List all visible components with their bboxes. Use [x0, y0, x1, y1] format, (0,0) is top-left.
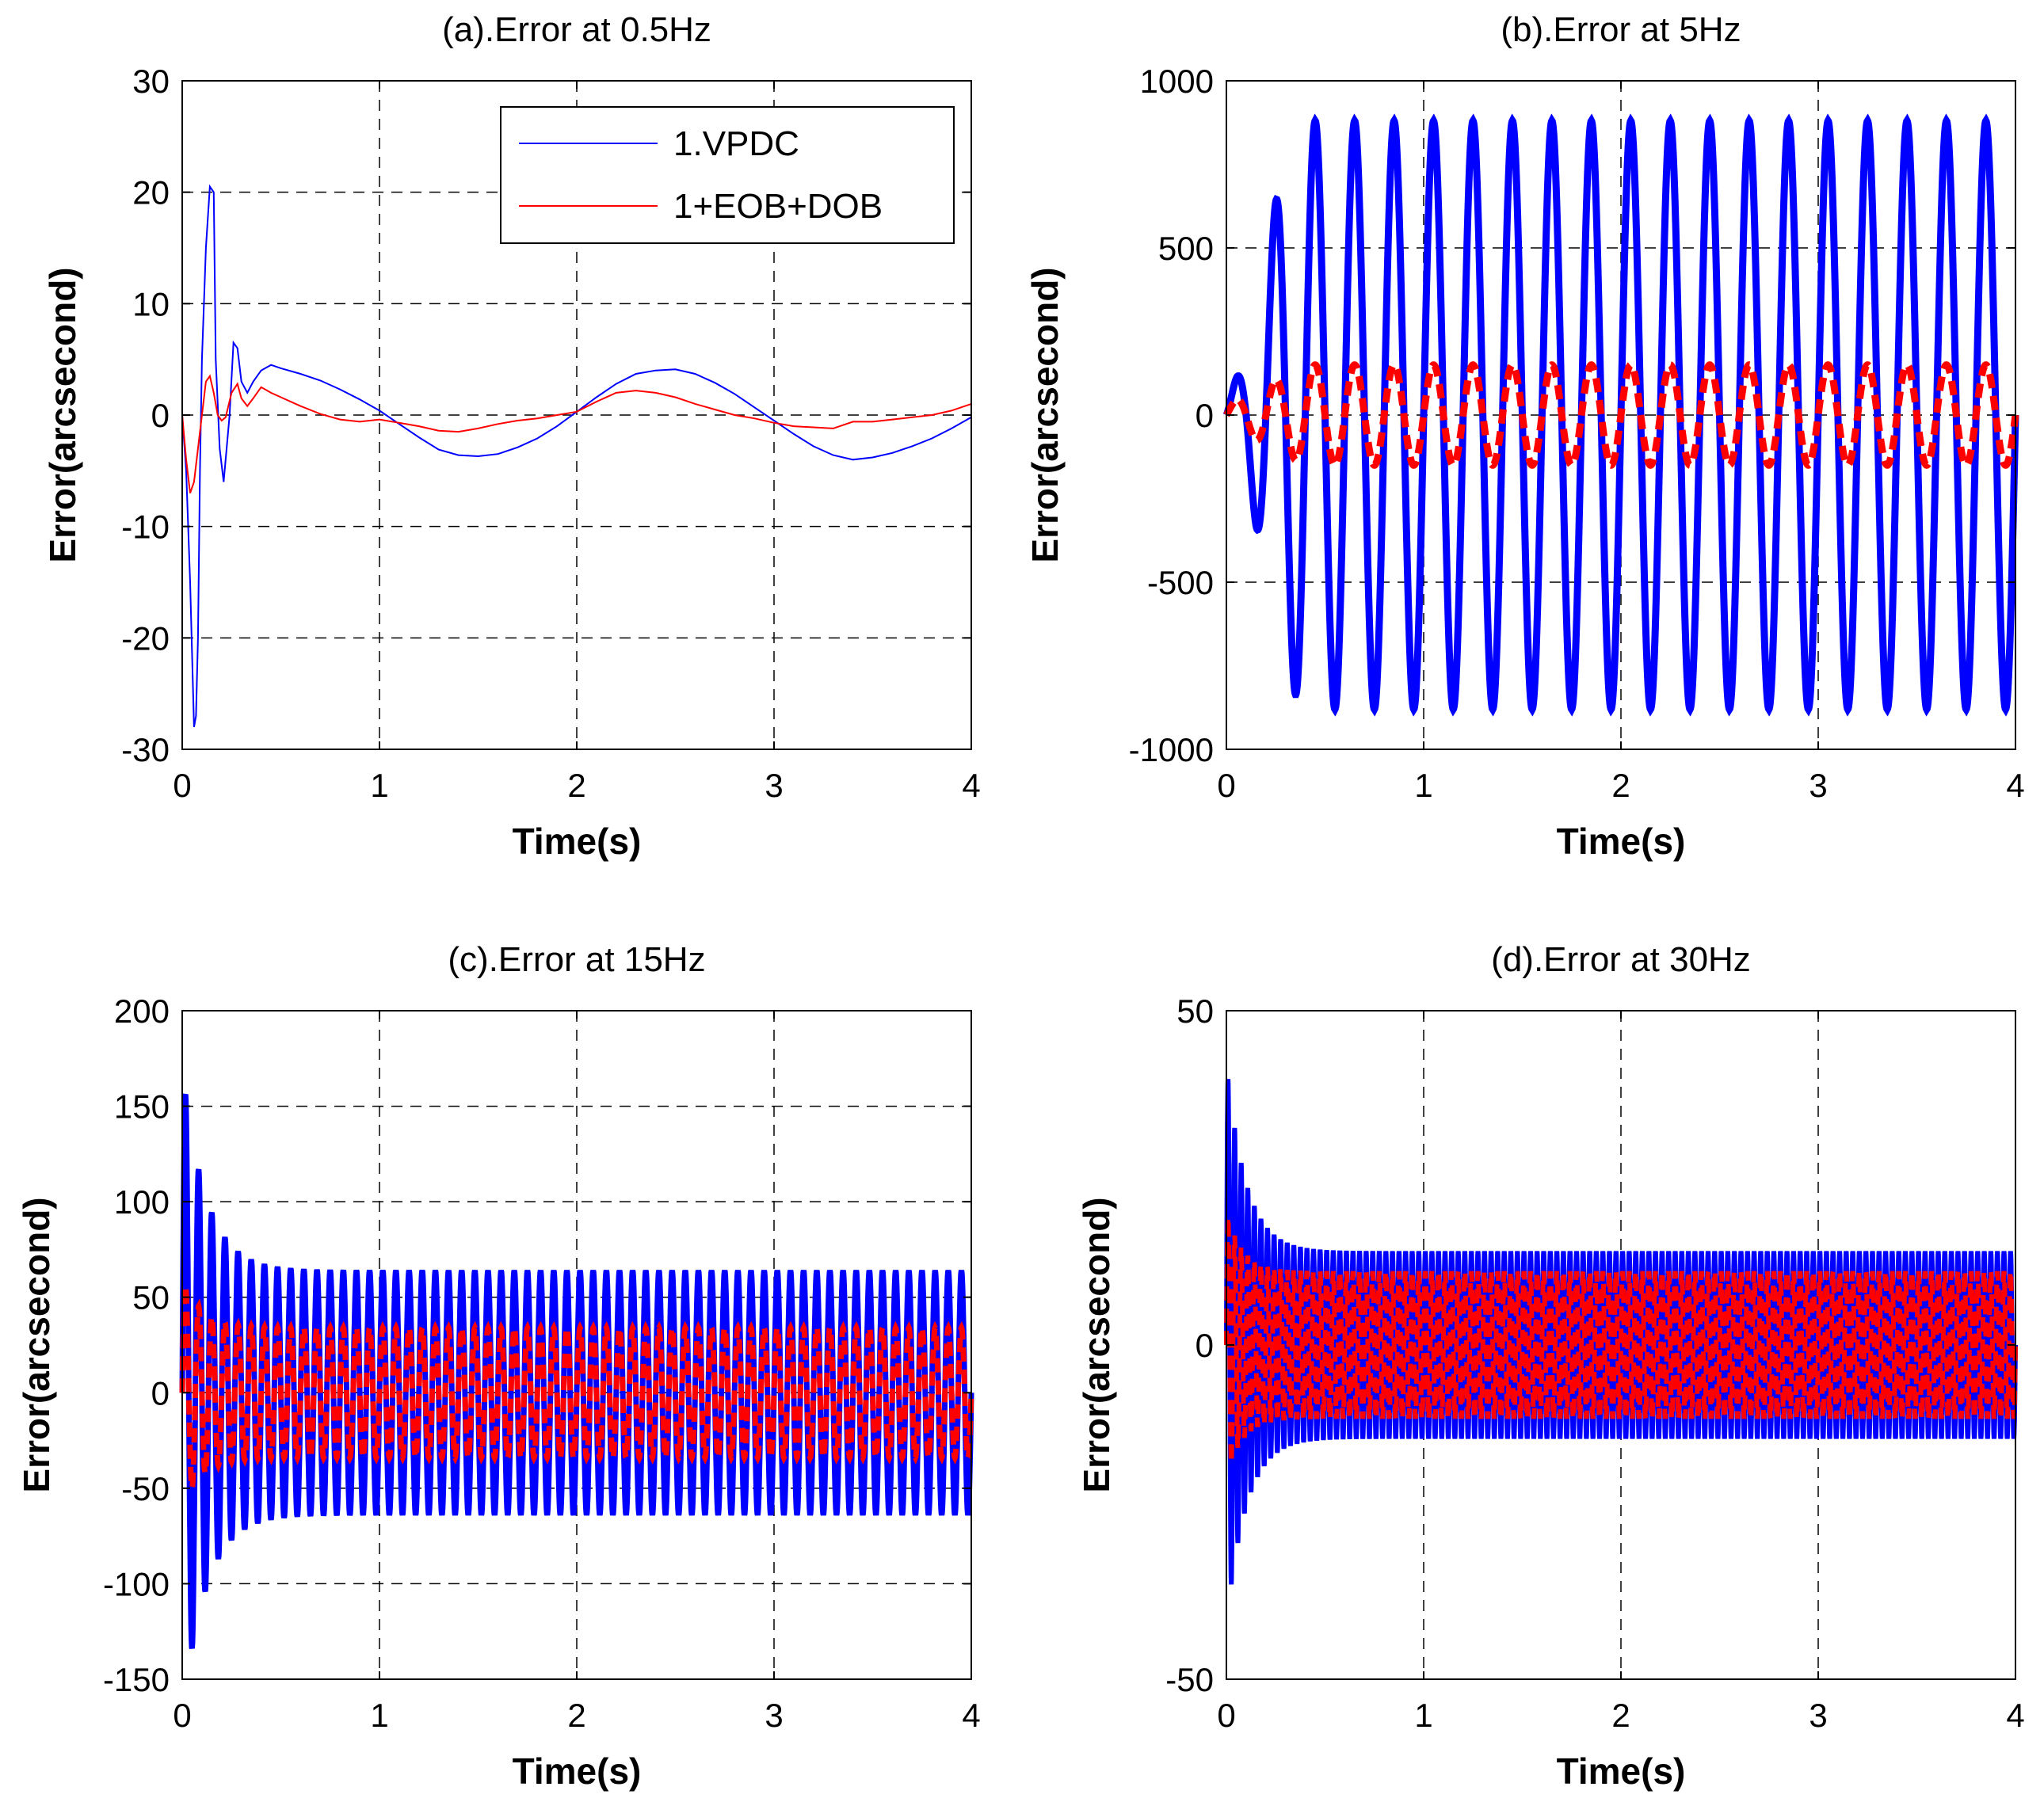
panel-a-xlabel: Time(s) [513, 821, 642, 862]
panel-c-series [179, 1093, 974, 1649]
panel-a-xtick-label-0: 0 [173, 767, 191, 804]
panel-c-series-eob-dob [179, 1278, 974, 1496]
panel-b-ytick-label-0: 0 [1196, 397, 1214, 434]
panel-c-ytick-label-200: 200 [114, 992, 170, 1030]
panel-c-xlabel: Time(s) [513, 1751, 642, 1792]
panel-c-ytick-label--50: -50 [121, 1470, 170, 1507]
panel-a-ytick-label--30: -30 [121, 731, 170, 768]
panel-c-ticks: 0 1 2 3 4 -150 -100 -50 0 50 100 150 200 [103, 992, 981, 1734]
panel-c-xtick-label-1: 1 [370, 1697, 388, 1734]
panel-a-ytick-label--20: -20 [121, 619, 170, 657]
panel-a-ytick-label-20: 20 [132, 174, 170, 211]
panel-c-xtick-label-3: 3 [765, 1697, 783, 1734]
panel-a-xtick-label-3: 3 [765, 767, 783, 804]
panel-d-ylabel: Error(arcsecond) [1076, 1197, 1117, 1492]
panel-b-xtick-label-4: 4 [2006, 767, 2024, 804]
legend-label-eob-dob: 1+EOB+DOB [673, 187, 883, 226]
panel-a-ytick-label-0: 0 [151, 397, 170, 434]
panel-a-series-vpdc [181, 184, 972, 728]
panel-b-series [1222, 113, 2019, 717]
panel-d-xtick-label-4: 4 [2006, 1697, 2024, 1734]
panel-d-title: (d).Error at 30Hz [1491, 940, 1751, 979]
panel-c-xtick-label-2: 2 [567, 1697, 585, 1734]
panel-b-ytick-label-1000: 1000 [1140, 63, 1214, 100]
panel-c-title: (c).Error at 15Hz [448, 940, 705, 979]
panel-a-ylabel: Error(arcsecond) [42, 267, 83, 562]
panel-b-ytick-label--1000: -1000 [1129, 731, 1214, 768]
panel-b: (b).Error at 5Hz 0 1 2 3 4-1000-50005001000 … [1024, 10, 2025, 862]
panel-b-xtick-label-3: 3 [1809, 767, 1827, 804]
panel-b-xtick-label-1: 1 [1414, 767, 1432, 804]
panel-c-ytick-label-150: 150 [114, 1088, 170, 1126]
panel-d-ytick-label--50: -50 [1165, 1661, 1214, 1698]
panel-d-ytick-label-50: 50 [1176, 992, 1214, 1030]
panel-c-ytick-label-100: 100 [114, 1183, 170, 1221]
panel-b-ytick-label--500: -500 [1147, 564, 1214, 601]
panel-b-xtick-label-0: 0 [1217, 767, 1235, 804]
panel-a-ytick-label--10: -10 [121, 509, 170, 546]
panel-b-xlabel: Time(s) [1557, 821, 1686, 862]
panel-a-ytick-label-10: 10 [132, 285, 170, 322]
panel-b-ticks: 0 1 2 3 4 -1000 -500 0 500 1000 [1129, 63, 2025, 804]
panel-a-series-eob-dob [181, 374, 972, 493]
panel-a-title: (a).Error at 0.5Hz [442, 10, 711, 49]
legend-label-vpdc: 1.VPDC [673, 124, 799, 163]
panel-d-series-eob-dob [1224, 1217, 2018, 1463]
panel-c-ytick-label--150: -150 [103, 1661, 170, 1698]
panel-c: (c).Error at 15Hz 0 1 2 3 4 -150 -100 -50 0 50 100… [16, 940, 981, 1792]
panel-a-ytick-label-30: 30 [132, 63, 170, 100]
panel-b-ylabel: Error(arcsecond) [1024, 267, 1066, 562]
panel-c-xtick-label-4: 4 [962, 1697, 980, 1734]
panel-c-ytick-label--100: -100 [103, 1565, 170, 1602]
panel-a-legend: 1.VPDC 1+EOB+DOB [500, 106, 955, 244]
panel-d-xtick-label-2: 2 [1611, 1697, 1630, 1734]
panel-c-xtick-label-0: 0 [173, 1697, 191, 1734]
panel-a-series [181, 184, 972, 728]
panel-c-ytick-label-0: 0 [151, 1374, 170, 1412]
panel-a-xtick-label-4: 4 [962, 767, 980, 804]
panel-a-ticks: 0 1 2 3 4 -30 -20 -10 0 10 20 30 [121, 63, 980, 804]
panel-a-xtick-label-2: 2 [567, 767, 585, 804]
panel-d-xtick-label-1: 1 [1414, 1697, 1432, 1734]
panel-d-xtick-label-3: 3 [1809, 1697, 1827, 1734]
panel-d-series [1224, 1079, 2018, 1585]
panel-d-xtick-label-0: 0 [1217, 1697, 1235, 1734]
panel-d-xlabel: Time(s) [1557, 1751, 1686, 1792]
panel-a-legend-box [500, 106, 955, 244]
panel-c-ytick-label-50: 50 [132, 1279, 170, 1316]
panel-a: (a).Error at 0.5Hz 0 1 2 3 4 -30 -20 -10 0 10 20 30… [42, 10, 981, 862]
panel-b-series-eob-dob [1223, 361, 2019, 469]
panel-b-ytick-label-500: 500 [1158, 230, 1214, 267]
panel-b-title: (b).Error at 5Hz [1501, 10, 1741, 49]
panel-c-ylabel: Error(arcsecond) [16, 1197, 57, 1492]
panel-a-xtick-label-1: 1 [370, 767, 388, 804]
panel-b-xtick-label-2: 2 [1611, 767, 1630, 804]
panel-d-ytick-label-0: 0 [1196, 1327, 1214, 1364]
